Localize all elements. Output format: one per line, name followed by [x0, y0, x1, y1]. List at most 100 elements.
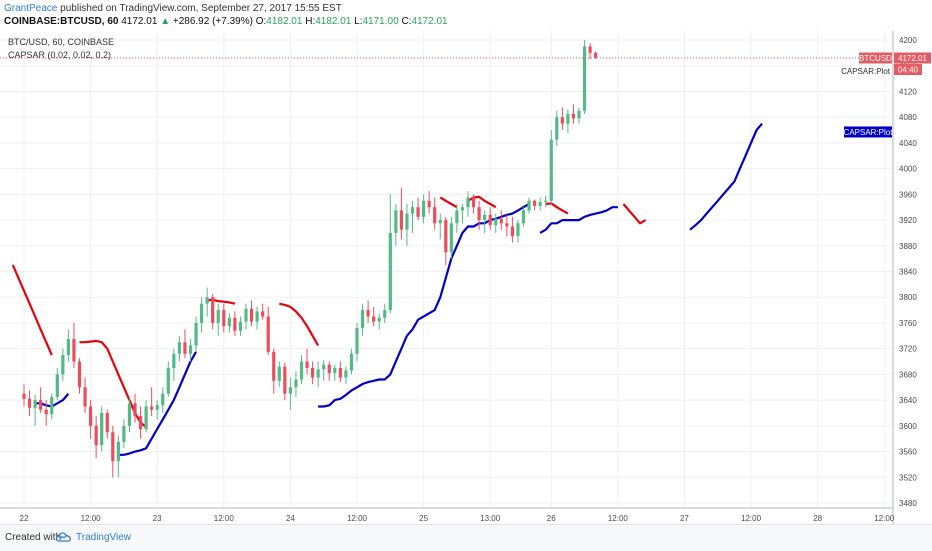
candle-down	[89, 406, 93, 426]
tradingview-link[interactable]: TradingView	[76, 532, 132, 543]
symbol-label: COINBASE:BTCUSD, 60	[4, 16, 119, 27]
candle-down	[111, 432, 115, 462]
candle-up	[238, 321, 243, 331]
candle-down	[488, 214, 492, 226]
capsar-blue-label: CAPSAR:Plot	[844, 128, 894, 137]
sar-up-line	[318, 203, 530, 408]
candle-up	[61, 355, 65, 375]
candle-down	[311, 367, 315, 378]
candle-up	[277, 366, 281, 381]
candle-up	[483, 214, 487, 221]
candle-down	[233, 317, 237, 331]
candle-down	[211, 297, 215, 323]
candle-down	[471, 197, 476, 208]
candle-up	[66, 339, 70, 356]
legend-indicator: CAPSAR (0.02, 0.02, 0.2)	[8, 50, 111, 60]
publish-text: published on TradingView.com, September …	[60, 3, 342, 14]
chart-area[interactable]: 3480 3520 3560 3600 3640 3680 3720 3760 3800 3840…	[0, 31, 932, 524]
candle-down	[399, 210, 403, 230]
sar-up-line	[539, 206, 618, 234]
candle-up	[527, 200, 531, 211]
candle-down	[77, 361, 82, 388]
candlestick-chart[interactable]: 3480 3520 3560 3600 3640 3680 3720 3760 3800 3840…	[0, 31, 932, 524]
candle-down	[433, 207, 437, 224]
price-tick-label: 3920	[899, 216, 917, 225]
sar-down-line	[279, 302, 320, 347]
price-tick-label: 3560	[899, 448, 917, 457]
candle-up	[582, 46, 587, 111]
time-tick-label: 28	[813, 514, 822, 523]
candle-up	[244, 308, 248, 322]
candle-down	[327, 364, 331, 374]
tradingview-cloud-icon[interactable]	[56, 531, 72, 543]
candle-up	[177, 342, 181, 354]
price-tick-label: 3520	[899, 473, 917, 482]
candle-down	[44, 409, 48, 415]
candle-up	[172, 353, 176, 368]
price-tick-label: 3680	[899, 370, 917, 379]
candle-down	[27, 398, 32, 408]
up-arrow-icon: ▲	[160, 16, 171, 27]
low-value: 4171.00	[362, 16, 399, 27]
candle-up	[455, 210, 459, 224]
candle-up	[216, 310, 220, 323]
sar-down-line	[545, 202, 569, 215]
open-label: O:	[255, 16, 267, 27]
high-value: 4182.01	[315, 16, 352, 27]
candle-down	[444, 220, 448, 253]
candle-up	[349, 353, 354, 371]
price-tag-symbol: BTCUSD	[859, 54, 892, 63]
candle-down	[283, 366, 287, 394]
time-tick-label: 26	[547, 514, 556, 523]
price-tag-value-box	[894, 52, 931, 64]
candle-down	[249, 308, 254, 322]
close-label: C:	[401, 16, 412, 27]
candle-up	[116, 441, 120, 462]
candle-up	[460, 207, 465, 211]
time-tick-label: 27	[680, 514, 689, 523]
candle-up	[188, 345, 193, 354]
candle-down	[560, 117, 564, 124]
candle-down	[499, 218, 503, 224]
candle-up	[155, 405, 159, 410]
sar-down-line	[11, 264, 53, 356]
sar-up-line	[118, 351, 197, 456]
candle-up	[410, 207, 415, 214]
candle-up	[322, 364, 326, 370]
candle-up	[544, 200, 548, 203]
price-tick-label: 4040	[899, 139, 917, 148]
candle-down	[39, 400, 43, 410]
candle-down	[138, 416, 143, 430]
candle-down	[510, 226, 514, 237]
author-link[interactable]: GrantPeace	[4, 3, 58, 14]
candle-up	[33, 400, 37, 408]
candle-down	[83, 387, 87, 407]
candle-up	[127, 403, 132, 426]
candle-up	[122, 425, 126, 442]
price-change: +286.92 (+7.39%)	[172, 16, 253, 27]
last-price: 4172.01	[121, 16, 158, 27]
candle-up	[55, 374, 59, 397]
time-tick-label: 23	[153, 514, 162, 523]
price-tick-label: 3760	[899, 319, 917, 328]
candle-up	[166, 367, 170, 394]
candle-up	[299, 361, 304, 380]
time-tick-label: 12:00	[81, 514, 102, 523]
candle-down	[427, 200, 431, 208]
candle-down	[261, 311, 265, 317]
time-tick-label: 25	[419, 514, 428, 523]
candle-up	[50, 396, 54, 415]
price-tick-label: 3640	[899, 396, 917, 405]
candle-up	[516, 223, 520, 237]
candle-up	[466, 197, 470, 208]
candle-up	[405, 213, 409, 230]
low-label: L:	[354, 16, 363, 27]
price-tag-symbol-box	[859, 52, 892, 64]
publish-info: GrantPeace published on TradingView.com,…	[4, 3, 342, 14]
candle-up	[316, 369, 320, 378]
price-tick-label: 3600	[899, 422, 917, 431]
candle-down	[272, 351, 276, 381]
price-tick-label: 3880	[899, 242, 917, 251]
candle-down	[133, 403, 137, 417]
candle-down	[222, 310, 226, 327]
